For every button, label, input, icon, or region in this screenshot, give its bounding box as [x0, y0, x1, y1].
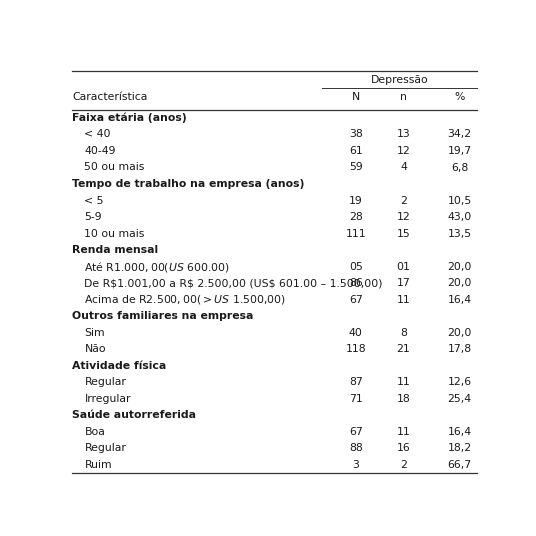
Text: 20,0: 20,0 [448, 327, 472, 338]
Text: Até R$ 1.000,00 (US$ 600.00): Até R$ 1.000,00 (US$ 600.00) [85, 259, 230, 273]
Text: Característica: Característica [72, 92, 147, 102]
Text: 13: 13 [397, 130, 411, 139]
Text: 67: 67 [349, 295, 362, 304]
Text: 19,7: 19,7 [448, 146, 472, 156]
Text: 20,0: 20,0 [448, 278, 472, 288]
Text: 118: 118 [345, 344, 366, 354]
Text: 87: 87 [349, 377, 362, 387]
Text: Saúde autorreferida: Saúde autorreferida [72, 410, 196, 420]
Text: n: n [400, 92, 407, 102]
Text: 8: 8 [400, 327, 407, 338]
Text: 59: 59 [349, 162, 362, 173]
Text: 17,8: 17,8 [448, 344, 472, 354]
Text: < 40: < 40 [85, 130, 111, 139]
Text: 17: 17 [397, 278, 411, 288]
Text: 6,8: 6,8 [451, 162, 468, 173]
Text: Boa: Boa [85, 427, 105, 437]
Text: Tempo de trabalho na empresa (anos): Tempo de trabalho na empresa (anos) [72, 179, 304, 189]
Text: 16: 16 [397, 443, 411, 453]
Text: Acima de R$ 2.500,00 (>US$ 1.500,00): Acima de R$ 2.500,00 (>US$ 1.500,00) [85, 293, 286, 306]
Text: 5-9: 5-9 [85, 212, 102, 222]
Text: Renda mensal: Renda mensal [72, 245, 158, 255]
Text: 40: 40 [349, 327, 363, 338]
Text: 28: 28 [349, 212, 362, 222]
Text: Irregular: Irregular [85, 393, 131, 404]
Text: 15: 15 [397, 228, 411, 239]
Text: 3: 3 [352, 460, 359, 470]
Text: 18,2: 18,2 [448, 443, 472, 453]
Text: 16,4: 16,4 [448, 427, 472, 437]
Text: 05: 05 [349, 262, 363, 272]
Text: 01: 01 [397, 262, 411, 272]
Text: 2: 2 [400, 460, 407, 470]
Text: 50 ou mais: 50 ou mais [85, 162, 145, 173]
Text: 88: 88 [349, 443, 362, 453]
Text: Regular: Regular [85, 377, 126, 387]
Text: Faixa etária (anos): Faixa etária (anos) [72, 113, 187, 123]
Text: 4: 4 [400, 162, 407, 173]
Text: 40-49: 40-49 [85, 146, 116, 156]
Text: Ruim: Ruim [85, 460, 112, 470]
Text: 20,0: 20,0 [448, 262, 472, 272]
Text: 111: 111 [345, 228, 366, 239]
Text: 16,4: 16,4 [448, 295, 472, 304]
Text: 19: 19 [349, 196, 362, 205]
Text: 38: 38 [349, 130, 362, 139]
Text: 66,7: 66,7 [448, 460, 472, 470]
Text: 11: 11 [397, 295, 411, 304]
Text: 25,4: 25,4 [448, 393, 472, 404]
Text: 21: 21 [397, 344, 411, 354]
Text: 12: 12 [397, 212, 411, 222]
Text: 67: 67 [349, 427, 362, 437]
Text: 11: 11 [397, 427, 411, 437]
Text: 61: 61 [349, 146, 362, 156]
Text: Não: Não [85, 344, 106, 354]
Text: 11: 11 [397, 377, 411, 387]
Text: 2: 2 [400, 196, 407, 205]
Text: 12,6: 12,6 [448, 377, 472, 387]
Text: %: % [455, 92, 465, 102]
Text: 43,0: 43,0 [448, 212, 472, 222]
Text: 86: 86 [349, 278, 362, 288]
Text: < 5: < 5 [85, 196, 104, 205]
Text: 18: 18 [397, 393, 411, 404]
Text: Sim: Sim [85, 327, 105, 338]
Text: 71: 71 [349, 393, 362, 404]
Text: 13,5: 13,5 [448, 228, 472, 239]
Text: De R$1.001,00 a R$ 2.500,00 (US$ 601.00 – 1.500,00): De R$1.001,00 a R$ 2.500,00 (US$ 601.00 … [85, 278, 383, 288]
Text: 34,2: 34,2 [448, 130, 472, 139]
Text: 10 ou mais: 10 ou mais [85, 228, 145, 239]
Text: 10,5: 10,5 [448, 196, 472, 205]
Text: Depressão: Depressão [371, 75, 429, 85]
Text: Atividade física: Atividade física [72, 361, 166, 370]
Text: Regular: Regular [85, 443, 126, 453]
Text: 12: 12 [397, 146, 411, 156]
Text: Outros familiares na empresa: Outros familiares na empresa [72, 311, 254, 321]
Text: N: N [352, 92, 360, 102]
